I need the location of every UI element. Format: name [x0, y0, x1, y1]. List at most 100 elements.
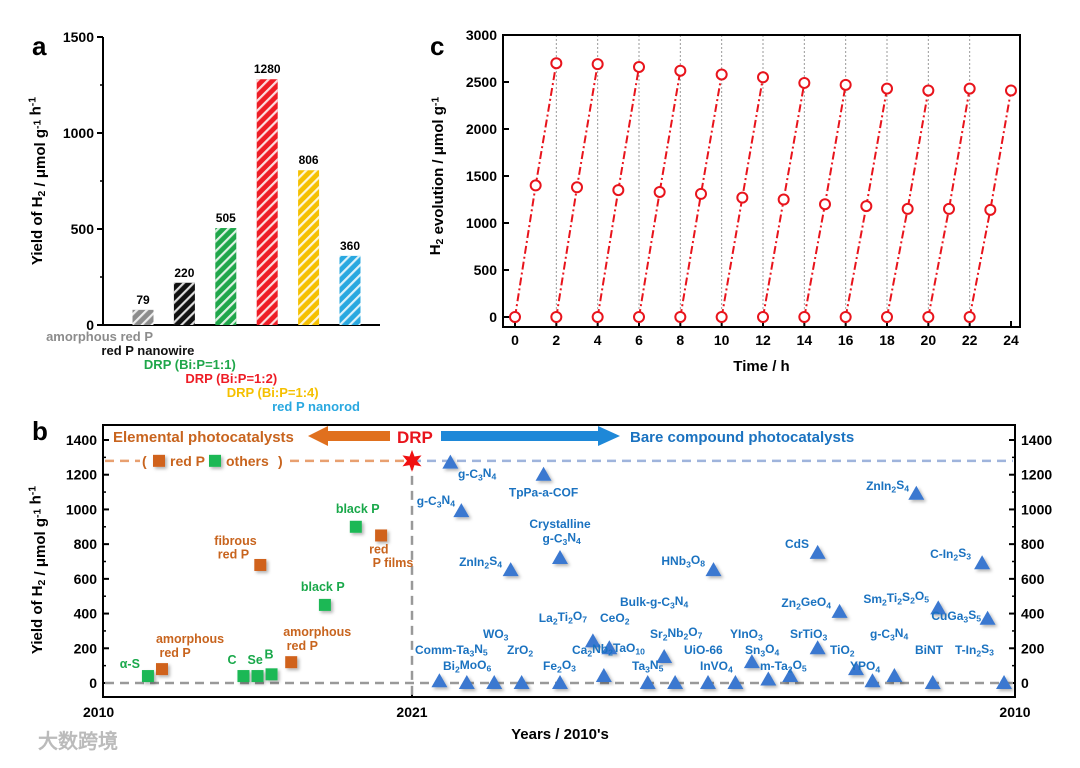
x-tick-label: 18	[879, 332, 895, 348]
data-point	[860, 200, 873, 213]
compound-marker	[886, 668, 903, 683]
legend-paren: )	[278, 453, 283, 469]
x-tick-label: 24	[1003, 332, 1019, 348]
y-tick-label: 1500	[63, 29, 94, 45]
drp-header: DRP	[397, 428, 433, 447]
data-point	[736, 191, 749, 204]
data-point	[819, 198, 831, 211]
data-point	[922, 311, 935, 323]
watermark: 大数跨境	[38, 729, 118, 753]
y-tick-label: 1200	[66, 467, 97, 483]
bar-value-label: 220	[174, 266, 194, 280]
y-axis-title: Yield of H2 / μmol g-1 h-1	[27, 486, 49, 654]
data-point	[798, 76, 811, 89]
y-axis-title: Yield of H2 / μmol g-1 h-1	[27, 97, 49, 265]
data-point	[715, 68, 728, 81]
compound-marker	[700, 675, 717, 689]
compound-label: HNb3O8	[661, 553, 705, 570]
compound-label: YPO4	[850, 659, 880, 675]
elemental-marker	[265, 668, 278, 681]
y-tick-label: 0	[89, 675, 97, 691]
data-point	[881, 311, 893, 323]
bar-value-label: 1280	[254, 62, 281, 76]
data-point	[529, 179, 542, 192]
compound-marker	[809, 640, 826, 655]
compound-label: Crystalline g-C3N4	[529, 517, 591, 547]
bar-value-label: 505	[216, 211, 236, 225]
data-point	[839, 78, 852, 91]
compound-label: La2Ti2O7	[539, 609, 587, 627]
y-tick-label: 3000	[466, 27, 497, 43]
x-tick-label: 14	[797, 332, 813, 348]
x-tick-label: 2	[552, 332, 560, 348]
compound-marker	[996, 675, 1013, 689]
data-point	[943, 202, 955, 215]
bar-value-label: 79	[136, 293, 150, 307]
legend-others-marker	[209, 454, 221, 467]
y-tick-label-right: 1400	[1021, 432, 1052, 448]
compound-marker	[656, 648, 673, 663]
compound-label: g-C3N4	[458, 466, 496, 483]
cycle-line	[968, 90, 1012, 318]
bar-hatch	[132, 309, 154, 325]
y-tick-label: 2000	[466, 121, 497, 137]
data-point	[633, 311, 645, 323]
compound-marker	[442, 454, 459, 469]
category-label: red P nanorod	[272, 399, 360, 414]
y-tick-label: 600	[74, 571, 98, 587]
elemental-label: black P	[336, 502, 380, 516]
data-point	[715, 311, 728, 323]
elemental-marker	[141, 670, 154, 683]
category-label: DRP (Bi:P=1:2)	[185, 371, 277, 386]
y-tick-label: 400	[74, 606, 98, 622]
legend-red-marker	[153, 454, 165, 467]
elemental-marker	[237, 670, 250, 683]
compound-marker	[848, 661, 865, 676]
cycle-line	[638, 70, 682, 318]
y-tick-label-right: 1200	[1021, 467, 1052, 483]
compound-label: TiO2	[830, 643, 855, 659]
x-tick-label: 4	[594, 332, 602, 348]
x-tick-label: 2010	[83, 704, 114, 720]
y-tick-label: 500	[71, 221, 95, 237]
compound-label: InVO4	[700, 659, 733, 675]
compound-label: UiO-66	[684, 643, 723, 657]
y-tick-label: 200	[74, 640, 98, 656]
x-tick-label: 0	[511, 332, 519, 348]
elemental-marker	[155, 663, 168, 676]
compound-label: Bi2MoO6	[443, 658, 491, 675]
y-tick-label: 1500	[466, 168, 497, 184]
compound-marker	[809, 544, 826, 559]
elemental-header: Elemental photocatalysts	[113, 429, 294, 446]
compound-label: ZnIn2S4	[866, 478, 909, 495]
compound-label: m-Ta2O5	[760, 658, 807, 675]
legend-others-label: others	[226, 453, 269, 469]
compound-label: WO3	[483, 627, 509, 643]
data-point	[881, 82, 893, 95]
elemental-marker	[375, 529, 388, 542]
bar-value-label: 806	[299, 153, 319, 167]
cycle-line	[886, 90, 930, 318]
data-point	[550, 311, 563, 323]
y-tick-label-right: 0	[1021, 675, 1029, 691]
legend-red-label: red P	[170, 453, 205, 469]
y-tick-label-right: 1000	[1021, 501, 1052, 517]
y-tick-label-right: 800	[1021, 536, 1045, 552]
elemental-label: C	[227, 653, 236, 667]
y-tick-label: 0	[489, 309, 497, 325]
data-point	[757, 71, 769, 84]
bar-value-label: 360	[340, 239, 360, 253]
bar-hatch	[256, 79, 278, 326]
panel-b-scatter-chart: 0 0 200 200 400 400 600 600 800 800 1000 1000 1200 12…	[27, 424, 1052, 743]
data-point	[550, 57, 563, 70]
data-point	[901, 202, 914, 215]
elemental-marker	[251, 670, 264, 683]
y-axis-title: H2 evolution / μmol g-1	[427, 97, 447, 256]
data-point	[591, 58, 604, 71]
data-point	[798, 311, 811, 323]
elemental-label: fibrous red P	[214, 534, 256, 562]
y-tick-label: 1000	[466, 215, 497, 231]
data-point	[674, 64, 687, 77]
compound-marker	[908, 485, 925, 500]
